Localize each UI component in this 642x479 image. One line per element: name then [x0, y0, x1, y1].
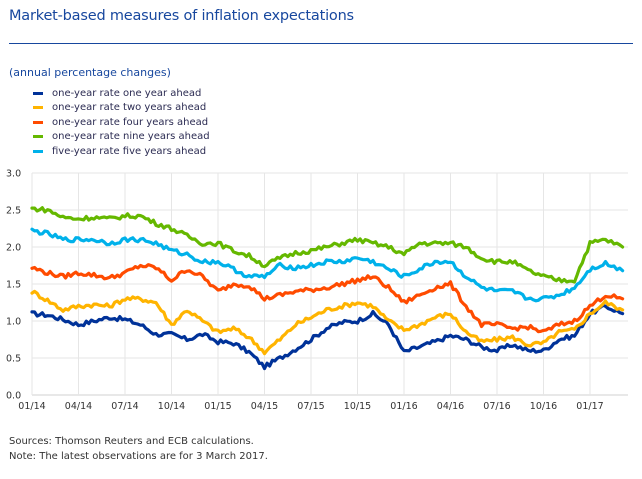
y-tick-label: 1.5 — [6, 280, 21, 291]
x-tick-label: 10/14 — [158, 401, 185, 412]
y-tick-label: 2.5 — [6, 206, 21, 217]
sources-text: Sources: Thomson Reuters and ECB calcula… — [9, 436, 254, 447]
legend-item: five-year rate five years ahead — [33, 144, 210, 159]
legend-label: one-year rate two years ahead — [52, 102, 207, 114]
series-line — [30, 227, 625, 303]
footnotes: Sources: Thomson Reuters and ECB calcula… — [9, 434, 268, 464]
legend-swatch — [33, 135, 43, 139]
x-tick-label: 04/15 — [251, 401, 278, 412]
legend-swatch — [33, 91, 43, 95]
legend-item: one-year rate two years ahead — [33, 101, 210, 116]
y-tick-label: 2.0 — [6, 243, 21, 254]
y-tick-label: 1.0 — [6, 317, 21, 328]
y-tick-label: 3.0 — [6, 169, 21, 180]
y-axis-labels: 0.0 0.5 1.0 1.5 2.0 2.5 3.0 — [6, 169, 21, 402]
x-tick-label: 01/15 — [204, 401, 231, 412]
series-line — [30, 289, 625, 356]
note-text: Note: The latest observations are for 3 … — [9, 451, 268, 462]
series-line — [30, 263, 625, 334]
y-tick-label: 0.5 — [6, 354, 21, 365]
legend-label: one-year rate four years ahead — [52, 116, 209, 128]
legend-swatch — [33, 149, 43, 153]
chart-subtitle: (annual percentage changes) — [9, 66, 171, 79]
x-tick-label: 10/16 — [530, 401, 557, 412]
x-tick-label: 01/14 — [18, 401, 45, 412]
x-tick-label: 07/15 — [297, 401, 324, 412]
x-tick-label: 07/14 — [111, 401, 138, 412]
x-tick-label: 01/17 — [576, 401, 603, 412]
title-divider — [9, 43, 633, 44]
x-tick-label: 04/16 — [437, 401, 464, 412]
x-tick-label: 04/14 — [65, 401, 92, 412]
legend-item: one-year rate one year ahead — [33, 86, 210, 101]
y-tick-label: 0.0 — [6, 391, 21, 402]
legend-label: one-year rate nine years ahead — [52, 131, 210, 143]
series-line — [30, 303, 625, 371]
legend-label: five-year rate five years ahead — [52, 145, 207, 157]
legend-label: one-year rate one year ahead — [52, 87, 202, 99]
legend-swatch — [33, 120, 43, 124]
x-tick-label: 01/16 — [390, 401, 417, 412]
legend-item: one-year rate nine years ahead — [33, 130, 210, 145]
legend-item: one-year rate four years ahead — [33, 115, 210, 130]
series-line — [30, 206, 625, 284]
legend-swatch — [33, 106, 43, 110]
x-tick-label: 07/16 — [483, 401, 510, 412]
grid — [31, 172, 628, 396]
series-lines — [30, 206, 625, 371]
x-tick-label: 10/15 — [344, 401, 371, 412]
chart-title: Market-based measures of inflation expec… — [9, 8, 354, 24]
x-axis-labels: 01/14 04/14 07/14 10/14 01/15 04/15 07/15 10/15… — [18, 401, 603, 412]
legend: one-year rate one year ahead one-year ra… — [33, 86, 210, 159]
